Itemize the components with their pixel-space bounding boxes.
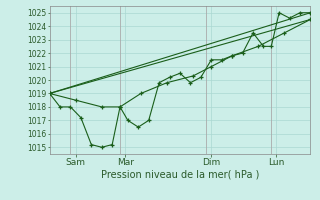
X-axis label: Pression niveau de la mer( hPa ): Pression niveau de la mer( hPa ) xyxy=(101,170,259,180)
